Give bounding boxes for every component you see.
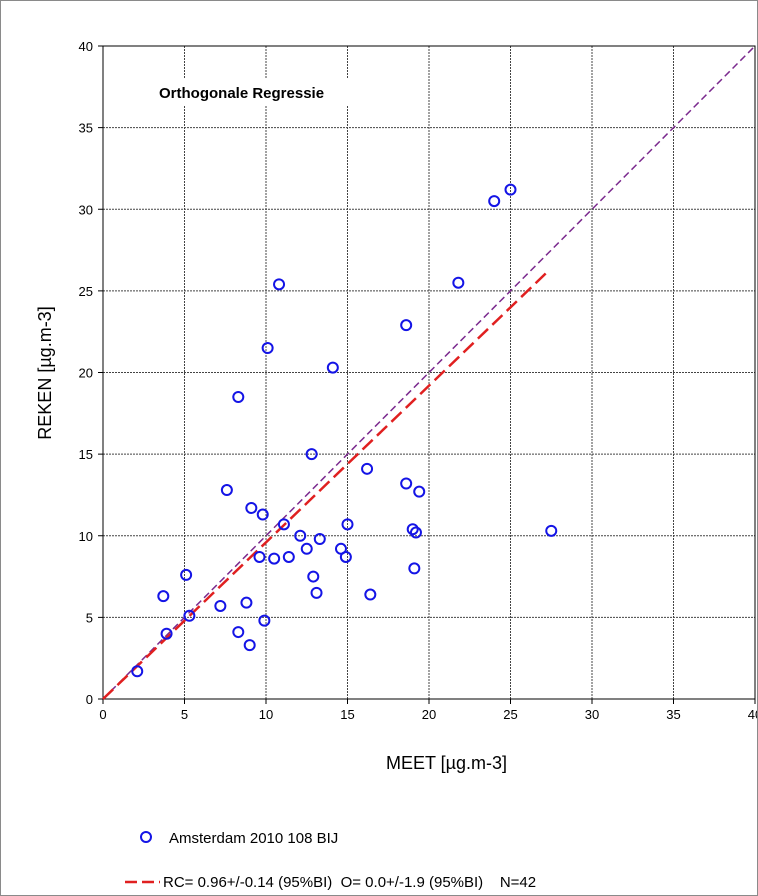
x-tick-label: 10 (259, 707, 273, 722)
grid (98, 45, 756, 704)
data-point (313, 533, 326, 546)
data-point (326, 361, 339, 374)
data-point (300, 542, 313, 555)
data-point (183, 609, 196, 622)
legend-label-regression: RC= 0.96+/-0.14 (95%BI) O= 0.0+/-1.9 (95… (163, 874, 536, 891)
plot-border (102, 45, 756, 700)
data-point (305, 448, 318, 461)
data-point (243, 639, 256, 652)
x-tick-label: 25 (503, 707, 517, 722)
fit-lines (102, 45, 756, 700)
chart-title: Orthogonale Regressie (159, 85, 324, 102)
data-point (253, 550, 266, 563)
x-tick-label: 35 (666, 707, 680, 722)
y-tick-label: 30 (79, 202, 93, 217)
data-point (261, 342, 274, 355)
data-point (214, 599, 227, 612)
data-point (232, 626, 245, 639)
x-tick-label: 5 (181, 707, 188, 722)
x-tick-label: 20 (422, 707, 436, 722)
data-point (310, 586, 323, 599)
regression-line (102, 270, 549, 700)
data-point (232, 390, 245, 403)
data-point (504, 183, 517, 196)
data-point (341, 518, 354, 531)
legend-marker-points (140, 831, 152, 843)
data-point (256, 508, 269, 521)
x-axis-label: MEET [µg.m-3] (386, 753, 507, 773)
data-point (452, 276, 465, 289)
data-point (277, 518, 290, 531)
legend-label-points: Amsterdam 2010 108 BIJ (169, 830, 338, 847)
data-point (307, 570, 320, 583)
data-point (273, 278, 286, 291)
data-point (408, 562, 421, 575)
y-tick-label: 10 (79, 529, 93, 544)
y-tick-label: 15 (79, 447, 93, 462)
data-point (180, 568, 193, 581)
data-point (339, 550, 352, 563)
y-tick-labels: 0 5 10 15 20 25 30 35 40 (79, 39, 93, 707)
data-point (294, 529, 307, 542)
x-tick-label: 40 (748, 707, 757, 722)
data-point (406, 523, 419, 536)
data-point (258, 614, 271, 627)
data-point (245, 501, 258, 514)
data-point (364, 588, 377, 601)
data-point (488, 195, 501, 208)
data-point (268, 552, 281, 565)
y-tick-label: 0 (86, 692, 93, 707)
y-tick-label: 5 (86, 610, 93, 625)
x-tick-label: 15 (340, 707, 354, 722)
data-point (282, 550, 295, 563)
y-tick-label: 20 (79, 366, 93, 381)
x-tick-labels: 0 5 10 15 20 25 30 35 40 (99, 707, 757, 722)
y-tick-label: 35 (79, 121, 93, 136)
y-tick-label: 25 (79, 284, 93, 299)
y-tick-label: 40 (79, 39, 93, 54)
data-point (361, 462, 374, 475)
data-point (220, 484, 233, 497)
data-point (240, 596, 253, 609)
data-point (157, 590, 170, 603)
y-axis-label: REKEN [µg.m-3] (35, 306, 55, 439)
data-points (131, 183, 558, 678)
data-point (400, 477, 413, 490)
data-point (400, 319, 413, 332)
data-point (545, 524, 558, 537)
data-point (160, 627, 173, 640)
legend: Amsterdam 2010 108 BIJ RC= 0.96+/-0.14 (… (125, 830, 536, 891)
data-point (409, 526, 422, 539)
title-background (151, 79, 373, 105)
x-tick-label: 0 (99, 707, 106, 722)
data-point (131, 665, 144, 678)
x-tick-label: 30 (585, 707, 599, 722)
data-point (413, 485, 426, 498)
